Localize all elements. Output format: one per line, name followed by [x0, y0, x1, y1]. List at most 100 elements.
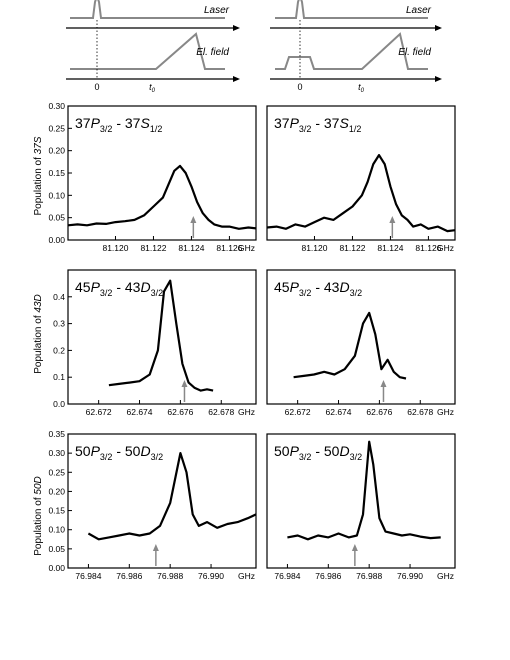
data-line: [287, 440, 441, 541]
y-tick-label: 0.3: [53, 319, 65, 329]
transition-label: 50P3/2 - 50D3/2: [75, 443, 163, 462]
x-unit-label: GHz: [437, 407, 454, 417]
plot-frame: [266, 433, 456, 569]
y-tick-label: 0.05: [48, 213, 65, 223]
t0-label: t0: [149, 82, 156, 94]
t0-label: t0: [358, 82, 365, 94]
panel-row1-left: 37P3/2 - 37S1/2 81.120 81.122 81.124 81.126…: [48, 101, 257, 253]
y-tick-label: 0.10: [48, 190, 65, 200]
plot-frame: [266, 269, 456, 405]
x-tick-label: 81.122: [140, 243, 166, 253]
resonance-arrowhead: [389, 216, 396, 223]
field-label: El. field: [196, 47, 229, 58]
time-axis-arrowhead: [233, 76, 240, 82]
x-tick-label: 76.988: [157, 571, 183, 581]
time-axis-arrowhead: [233, 25, 240, 31]
y-tick-label: 0.0: [53, 399, 65, 409]
x-tick-label: 62.672: [86, 407, 112, 417]
x-tick-label: 76.988: [356, 571, 382, 581]
y-tick-label: 0.00: [48, 563, 65, 573]
x-tick-label: 76.986: [116, 571, 142, 581]
time-axis-arrowhead: [435, 76, 442, 82]
resonance-arrowhead: [351, 544, 358, 551]
x-tick-label: 81.122: [339, 243, 365, 253]
laser-pulse: [70, 0, 225, 19]
x-tick-label: 62.674: [326, 407, 352, 417]
field-label: El. field: [398, 47, 431, 58]
y-tick-label: 0.20: [48, 146, 65, 156]
y-tick-label: 0.20: [48, 486, 65, 496]
y-tick-label: 0.30: [48, 448, 65, 458]
panel-row3-left: 50P3/2 - 50D3/2 76.984 76.986 76.988 76.990…: [48, 429, 257, 581]
laser-label: Laser: [406, 5, 432, 16]
panel-row1-right: 37P3/2 - 37S1/2 81.120 81.122 81.124 81.126…: [266, 105, 456, 253]
resonance-arrowhead: [190, 216, 197, 223]
x-tick-label: 81.120: [301, 243, 327, 253]
chart-marks: 62.672 62.674 62.676 62.678 GHz 0.0 0.1 0.2 0.3 0…: [53, 279, 255, 417]
transition-label: 50P3/2 - 50D3/2: [274, 443, 362, 462]
time-axis-arrowhead: [435, 25, 442, 31]
transition-label: 45P3/2 - 43D3/2: [75, 279, 163, 298]
x-tick-label: 81.126: [216, 243, 242, 253]
x-tick-label: 62.678: [407, 407, 433, 417]
y-tick-label: 0.15: [48, 168, 65, 178]
transition-label: 37P3/2 - 37S1/2: [274, 115, 361, 134]
x-tick-label: 76.984: [274, 571, 300, 581]
plot-frame: [67, 433, 257, 569]
time-zero-label: 0: [94, 82, 99, 92]
plot-frame: [266, 105, 456, 241]
x-tick-label: 81.126: [415, 243, 441, 253]
transition-label: 37P3/2 - 37S1/2: [75, 115, 162, 134]
x-tick-label: 62.674: [127, 407, 153, 417]
x-unit-label: GHz: [238, 407, 255, 417]
panel-row2-left: 45P3/2 - 43D3/2 62.672 62.674 62.676 62.678…: [53, 269, 257, 417]
y-axis-title-row2: Population of 43D: [33, 294, 44, 374]
timing-diagram-right: Laser El. field 0 t0: [270, 0, 442, 94]
x-tick-label: 76.984: [75, 571, 101, 581]
y-tick-label: 0.00: [48, 235, 65, 245]
y-tick-label: 0.15: [48, 506, 65, 516]
y-axis-title-row1: Population of 37S: [33, 136, 44, 215]
x-unit-label: GHz: [238, 243, 255, 253]
resonance-arrowhead: [152, 544, 159, 551]
data-line: [266, 154, 456, 233]
panel-row3-right: 50P3/2 - 50D3/2 76.984 76.986 76.988 76.990…: [266, 433, 456, 581]
data-line: [87, 452, 257, 541]
data-line: [293, 311, 407, 380]
y-axis-title-row3: Population of 50D: [33, 476, 44, 556]
resonance-arrowhead: [181, 380, 188, 387]
time-zero-label: 0: [297, 82, 302, 92]
x-tick-label: 81.124: [178, 243, 204, 253]
transition-label: 45P3/2 - 43D3/2: [274, 279, 362, 298]
x-unit-label: GHz: [437, 571, 454, 581]
chart-marks: 62.672 62.674 62.676 62.678 GHz: [285, 311, 454, 417]
timing-diagram-left: Laser El. field 0 t0: [66, 0, 240, 94]
y-tick-label: 0.1: [53, 372, 65, 382]
x-tick-label: 62.672: [285, 407, 311, 417]
x-tick-label: 76.986: [315, 571, 341, 581]
laser-pulse: [275, 0, 428, 19]
y-tick-label: 0.25: [48, 123, 65, 133]
data-line: [108, 279, 214, 392]
x-tick-label: 62.676: [366, 407, 392, 417]
x-tick-label: 81.120: [102, 243, 128, 253]
y-tick-label: 0.10: [48, 525, 65, 535]
chart-marks: 76.984 76.986 76.988 76.990 GHz 0.00 0.05 0.10 0…: [48, 429, 257, 581]
y-tick-label: 0.35: [48, 429, 65, 439]
data-line: [67, 164, 257, 230]
plot-frame: [67, 269, 257, 405]
x-unit-label: GHz: [437, 243, 454, 253]
panel-row2-right: 45P3/2 - 43D3/2 62.672 62.674 62.676 62.678…: [266, 269, 456, 417]
y-tick-label: 0.30: [48, 101, 65, 111]
chart-marks: 76.984 76.986 76.988 76.990 GHz: [274, 440, 454, 581]
x-unit-label: GHz: [238, 571, 255, 581]
y-tick-label: 0.2: [53, 345, 65, 355]
field-ramp: [275, 32, 428, 70]
x-tick-label: 81.124: [377, 243, 403, 253]
y-tick-label: 0.4: [53, 292, 65, 302]
x-tick-label: 62.678: [208, 407, 234, 417]
x-tick-label: 62.676: [167, 407, 193, 417]
